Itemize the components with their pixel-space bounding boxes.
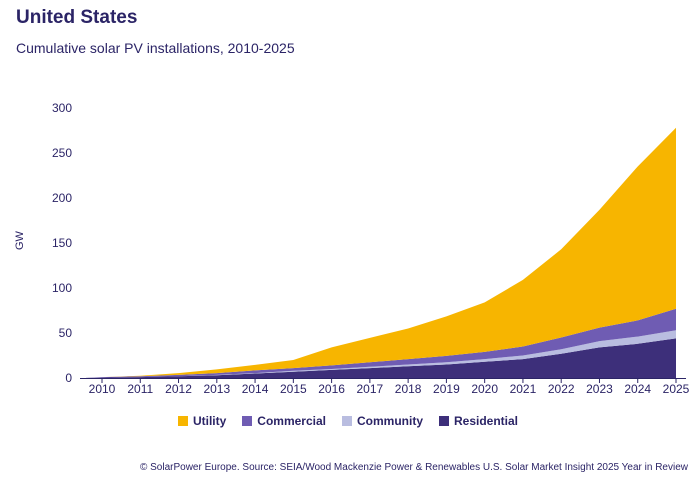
y-tick-label: 200 bbox=[52, 191, 72, 205]
x-tick-label: 2019 bbox=[433, 382, 460, 396]
legend-label: Commercial bbox=[257, 414, 326, 428]
x-tick-label: 2020 bbox=[471, 382, 498, 396]
x-tick-label: 2015 bbox=[280, 382, 307, 396]
y-tick-label: 300 bbox=[52, 101, 72, 115]
x-tick-label: 2012 bbox=[165, 382, 192, 396]
x-tick-label: 2011 bbox=[127, 382, 153, 396]
x-tick-label: 2024 bbox=[624, 382, 651, 396]
legend-item-commercial: Commercial bbox=[242, 414, 326, 428]
legend-swatch bbox=[342, 416, 352, 426]
x-tick-label: 2025 bbox=[663, 382, 690, 396]
legend-label: Community bbox=[357, 414, 423, 428]
y-tick-label: 150 bbox=[52, 236, 72, 250]
y-tick-label: 250 bbox=[52, 146, 72, 160]
x-tick-label: 2022 bbox=[548, 382, 575, 396]
chart-legend: Utility Commercial Community Residential bbox=[0, 414, 696, 428]
x-tick-label: 2018 bbox=[395, 382, 422, 396]
legend-item-community: Community bbox=[342, 414, 423, 428]
x-tick-label: 2013 bbox=[203, 382, 230, 396]
x-tick-label: 2010 bbox=[89, 382, 116, 396]
x-tick-label: 2016 bbox=[318, 382, 345, 396]
legend-label: Utility bbox=[192, 414, 227, 428]
x-axis-ticks: 2010 2011 2012 2013 2014 2015 2016 2017 2018 2019… bbox=[89, 378, 690, 396]
chart-title: United States bbox=[16, 7, 138, 28]
legend-swatch bbox=[177, 416, 188, 426]
y-tick-label: 50 bbox=[59, 326, 73, 340]
y-axis-ticks: 0 50 100 150 200 250 300 bbox=[52, 101, 72, 385]
area-utility bbox=[86, 127, 676, 378]
y-tick-label: 0 bbox=[65, 371, 72, 385]
x-tick-label: 2014 bbox=[242, 382, 269, 396]
y-tick-label: 100 bbox=[52, 281, 72, 295]
x-tick-label: 2017 bbox=[357, 382, 384, 396]
legend-swatch bbox=[439, 416, 449, 426]
source-note: © SolarPower Europe. Source: SEIA/Wood M… bbox=[139, 462, 688, 473]
legend-label: Residential bbox=[454, 414, 519, 428]
chart-subtitle: Cumulative solar PV installations, 2010-… bbox=[16, 40, 295, 56]
legend-item-utility: Utility bbox=[177, 414, 227, 428]
legend-swatch bbox=[242, 416, 253, 426]
x-tick-label: 2023 bbox=[586, 382, 613, 396]
area-commercial bbox=[86, 308, 676, 378]
area-residential bbox=[86, 338, 676, 378]
legend-item-residential: Residential bbox=[439, 414, 518, 428]
chart-areas bbox=[86, 127, 676, 378]
x-tick-label: 2021 bbox=[510, 382, 537, 396]
area-community bbox=[86, 330, 676, 378]
